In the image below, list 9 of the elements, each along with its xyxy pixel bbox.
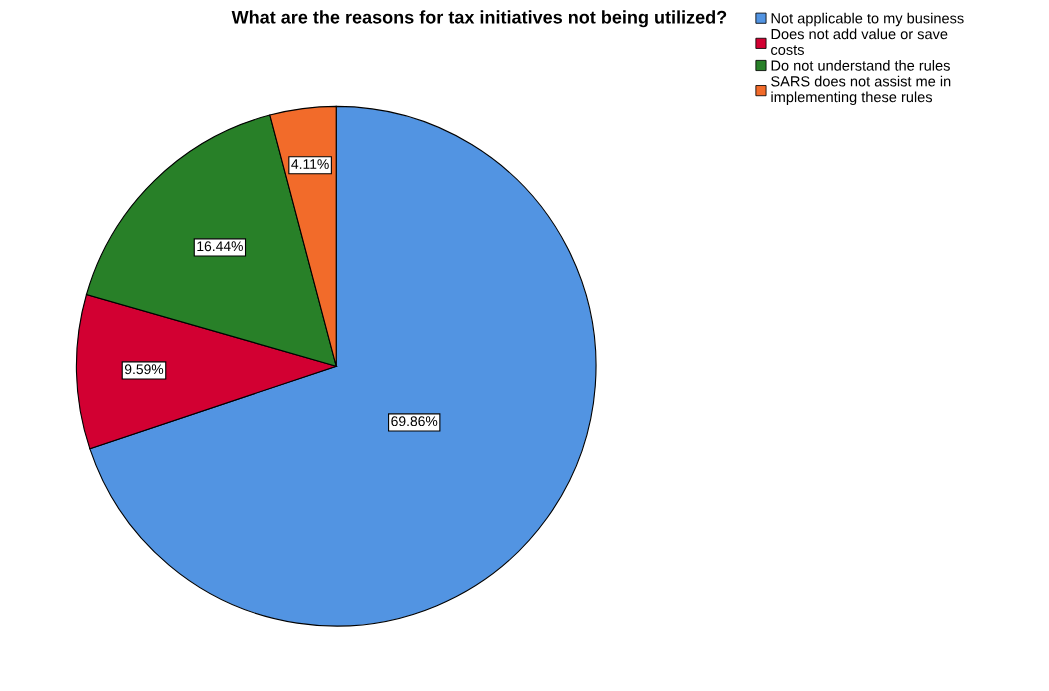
data-label: 16.44% [197, 241, 243, 252]
chart-title: What are the reasons for tax initiatives not being utilized? [231, 10, 727, 28]
legend-label: SARS does not assist me in implementing these rules [771, 75, 951, 106]
legend-label: Does not add value or save costs [771, 28, 948, 55]
data-label: 9.59% [124, 364, 164, 375]
data-label: 69.86% [391, 416, 438, 427]
data-label: 4.11% [291, 159, 329, 169]
legend-label: Do not understand the rules [771, 60, 950, 71]
legend-label: Not applicable to my business [771, 12, 964, 27]
